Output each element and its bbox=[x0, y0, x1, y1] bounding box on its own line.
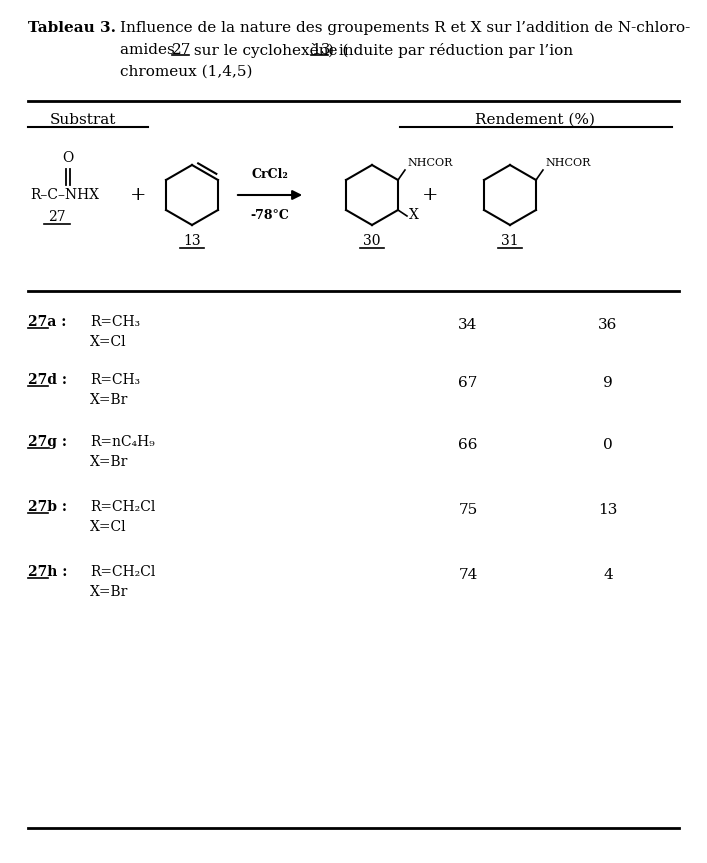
Text: Rendement (%): Rendement (%) bbox=[475, 113, 595, 127]
Text: 27a :: 27a : bbox=[28, 315, 66, 329]
Text: X=Br: X=Br bbox=[90, 585, 129, 599]
Text: 27d :: 27d : bbox=[28, 373, 67, 387]
Text: 74: 74 bbox=[458, 568, 478, 582]
Text: O: O bbox=[62, 151, 74, 165]
Text: 13: 13 bbox=[183, 234, 201, 248]
Text: 66: 66 bbox=[458, 438, 478, 452]
Text: X=Br: X=Br bbox=[90, 455, 129, 469]
Text: +: + bbox=[422, 186, 438, 204]
Text: 27h :: 27h : bbox=[28, 565, 67, 579]
Text: 27: 27 bbox=[172, 43, 192, 57]
Text: Tableau 3.: Tableau 3. bbox=[28, 21, 116, 35]
Text: amides: amides bbox=[120, 43, 180, 57]
Text: NHCOR: NHCOR bbox=[545, 158, 590, 168]
Text: 30: 30 bbox=[363, 234, 381, 248]
Text: X=Cl: X=Cl bbox=[90, 335, 127, 349]
Text: 27g :: 27g : bbox=[28, 435, 67, 449]
Text: 9: 9 bbox=[603, 376, 613, 390]
Text: 75: 75 bbox=[458, 503, 478, 517]
Text: X: X bbox=[409, 208, 419, 222]
Text: Influence de la nature des groupements R et X sur l’addition de N-chloro-: Influence de la nature des groupements R… bbox=[120, 21, 690, 35]
Text: R=CH₃: R=CH₃ bbox=[90, 315, 140, 329]
Text: 36: 36 bbox=[598, 318, 618, 332]
Text: Substrat: Substrat bbox=[49, 113, 116, 127]
Text: 27b :: 27b : bbox=[28, 500, 67, 514]
Text: 4: 4 bbox=[603, 568, 613, 582]
Text: ) induite par réduction par l’ion: ) induite par réduction par l’ion bbox=[328, 43, 573, 58]
Text: CrCl₂: CrCl₂ bbox=[252, 168, 288, 181]
Text: sur le cyclohexène (: sur le cyclohexène ( bbox=[189, 43, 349, 58]
Text: NHCOR: NHCOR bbox=[407, 158, 452, 168]
Text: 27: 27 bbox=[48, 210, 66, 224]
Text: 34: 34 bbox=[458, 318, 478, 332]
Text: +: + bbox=[130, 186, 146, 204]
Text: R=nC₄H₉: R=nC₄H₉ bbox=[90, 435, 155, 449]
Text: -78°C: -78°C bbox=[250, 209, 289, 222]
Text: chromeux (1,4,5): chromeux (1,4,5) bbox=[120, 65, 252, 79]
Text: X=Cl: X=Cl bbox=[90, 520, 127, 534]
Text: 0: 0 bbox=[603, 438, 613, 452]
Text: R=CH₂Cl: R=CH₂Cl bbox=[90, 565, 156, 579]
Text: 67: 67 bbox=[458, 376, 478, 390]
Text: 13: 13 bbox=[598, 503, 618, 517]
Text: X=Br: X=Br bbox=[90, 393, 129, 407]
Text: R=CH₂Cl: R=CH₂Cl bbox=[90, 500, 156, 514]
Text: 31: 31 bbox=[501, 234, 519, 248]
Text: 13: 13 bbox=[311, 43, 330, 57]
Text: R=CH₃: R=CH₃ bbox=[90, 373, 140, 387]
Text: R–C–NHX: R–C–NHX bbox=[30, 188, 99, 202]
